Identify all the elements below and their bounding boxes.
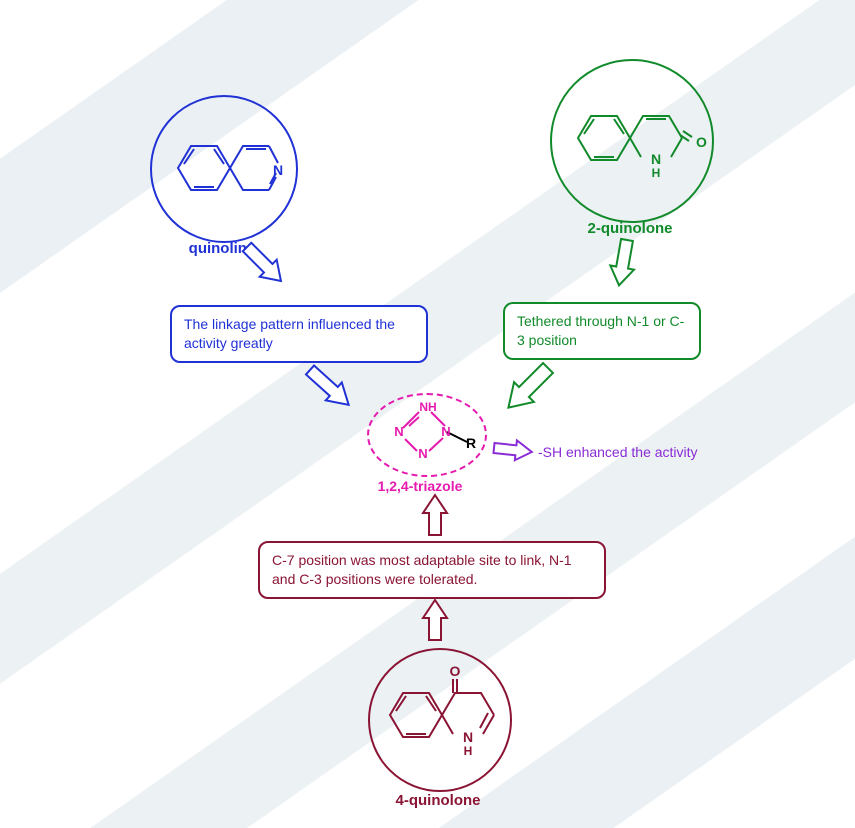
diagram-canvas: N quinoline N H O 2-quinolone The linkag… xyxy=(0,0,855,828)
maroon-arrow-2 xyxy=(423,495,447,535)
purple-arrow xyxy=(493,438,533,462)
blue-arrow-2 xyxy=(302,361,357,414)
blue-arrow-1 xyxy=(239,239,290,290)
arrows-layer xyxy=(0,0,855,828)
maroon-arrow-1 xyxy=(423,600,447,640)
green-arrow-2 xyxy=(499,358,558,417)
green-arrow-1 xyxy=(607,238,639,287)
